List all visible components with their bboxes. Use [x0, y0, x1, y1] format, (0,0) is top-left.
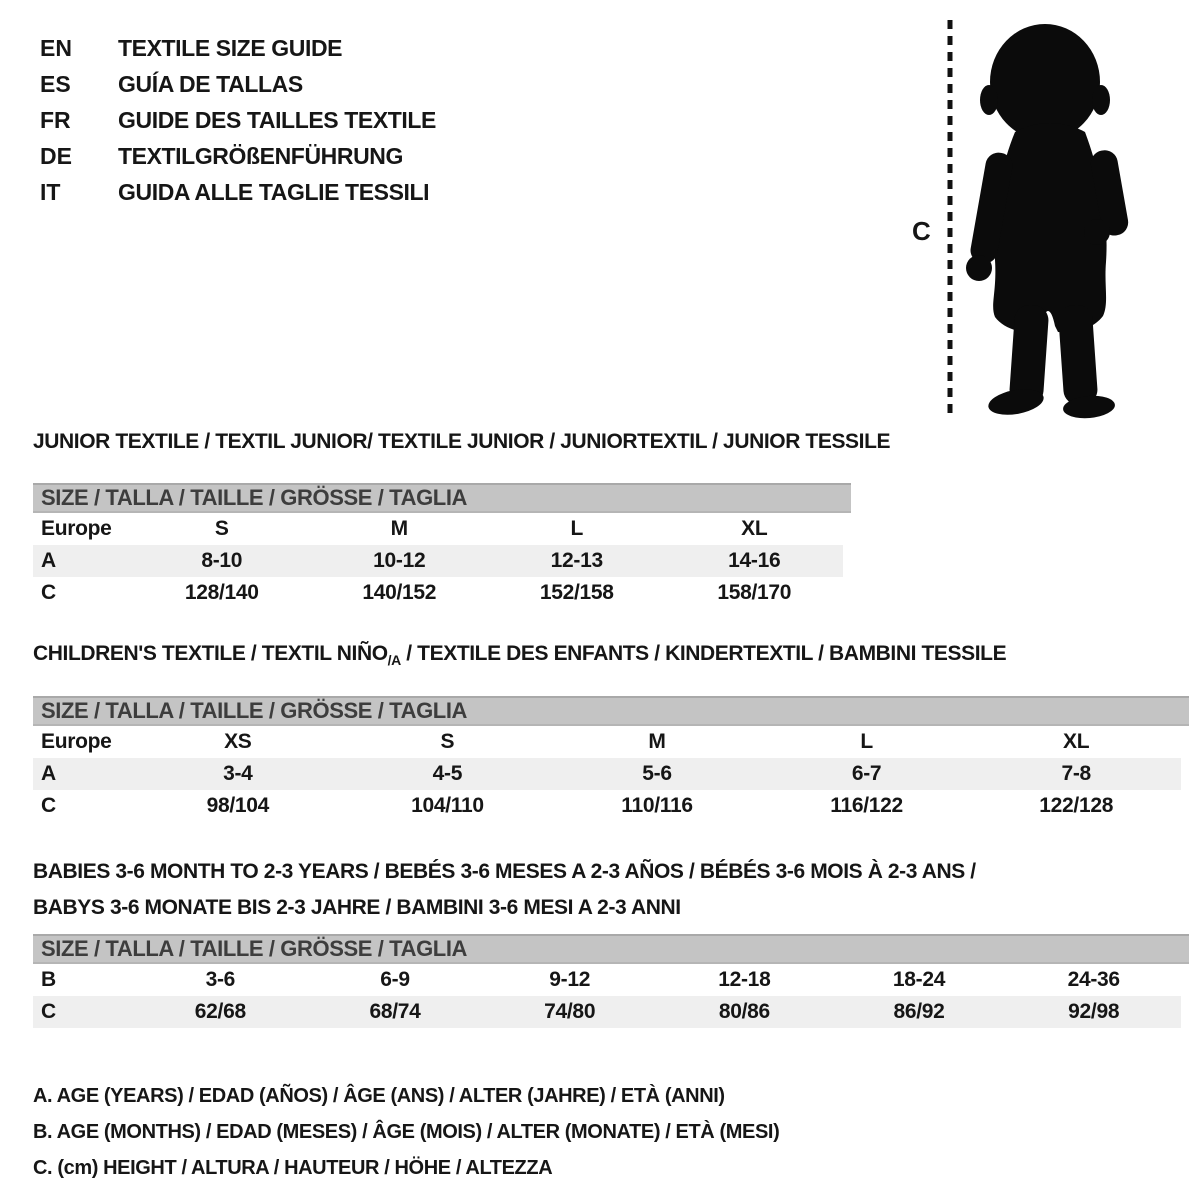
- table-cell: C: [41, 581, 56, 604]
- table-cell: L: [570, 517, 584, 540]
- table-cell: 92/98: [1068, 1000, 1120, 1023]
- junior-header-row: Europe S M L XL: [33, 513, 843, 545]
- language-title: GUIDE DES TAILLES TEXTILE: [118, 106, 436, 133]
- height-measure-label: C: [912, 216, 931, 246]
- table-cell: 10-12: [373, 549, 426, 572]
- children-row-a: A 3-4 4-5 5-6 6-7 7-8: [33, 758, 1181, 790]
- section-junior: JUNIOR TEXTILE / TEXTIL JUNIOR/ TEXTILE …: [33, 430, 1181, 609]
- language-code: DE: [40, 142, 72, 169]
- table-cell: 7-8: [1061, 762, 1091, 785]
- table-cell: 3-4: [223, 762, 253, 785]
- language-row-es: ES GUÍA DE TALLAS: [40, 66, 436, 102]
- table-cell: A: [41, 762, 56, 785]
- language-code: EN: [40, 34, 72, 61]
- language-code: ES: [40, 70, 71, 97]
- table-cell: 14-16: [728, 549, 781, 572]
- language-row-fr: FR GUIDE DES TAILLES TEXTILE: [40, 102, 436, 138]
- table-cell: Europe: [41, 517, 112, 540]
- children-heading-sub: /A: [387, 652, 402, 668]
- table-cell: 140/152: [362, 581, 437, 604]
- table-cell: XS: [224, 730, 252, 753]
- table-cell: 110/116: [621, 794, 693, 817]
- section-children: CHILDREN'S TEXTILE / TEXTIL NIÑO/A / TEX…: [33, 642, 1189, 822]
- children-row-c: C 98/104 104/110 110/116 116/122 122/128: [33, 790, 1181, 822]
- table-cell: S: [440, 730, 455, 753]
- table-cell: 6-7: [851, 762, 882, 785]
- table-cell: 5-6: [642, 762, 672, 785]
- table-cell: M: [390, 517, 409, 540]
- language-title: GUIDA ALLE TAGLIE TESSILI: [118, 178, 430, 205]
- language-title: TEXTILE SIZE GUIDE: [118, 34, 343, 61]
- junior-heading: JUNIOR TEXTILE / TEXTIL JUNIOR/ TEXTILE …: [33, 430, 891, 453]
- toddler-silhouette: [966, 24, 1129, 419]
- table-cell: 9-12: [549, 968, 591, 991]
- children-heading: CHILDREN'S TEXTILE / TEXTIL NIÑO/A / TEX…: [33, 642, 1181, 672]
- table-cell: L: [860, 730, 873, 753]
- table-cell: 12-13: [550, 549, 604, 572]
- babies-row-b: B 3-6 6-9 9-12 12-18 18-24 24-36: [33, 964, 1181, 996]
- table-cell: 128/140: [184, 581, 259, 604]
- babies-row-c: C 62/68 68/74 74/80 80/86 86/92 92/98: [33, 996, 1181, 1028]
- table-cell: 4-5: [432, 762, 463, 785]
- junior-row-a: A 8-10 10-12 12-13 14-16: [33, 545, 843, 577]
- legend-notes: A. AGE (YEARS) / EDAD (AÑOS) / ÂGE (ANS)…: [33, 1078, 1181, 1186]
- table-cell: 86/92: [893, 1000, 945, 1023]
- language-list: EN TEXTILE SIZE GUIDE ES GUÍA DE TALLAS …: [40, 30, 436, 210]
- children-heading-text: / TEXTILE DES ENFANTS / KINDERTEXTIL / B…: [400, 642, 1007, 665]
- table-cell: 122/128: [1039, 794, 1114, 817]
- babies-heading-line1: BABIES 3-6 MONTH TO 2-3 YEARS / BEBÉS 3-…: [33, 860, 976, 883]
- babies-heading-line2: BABYS 3-6 MONATE BIS 2-3 JAHRE / BAMBINI…: [33, 896, 681, 919]
- table-cell: XL: [741, 517, 768, 540]
- table-cell: 152/158: [539, 581, 614, 604]
- table-cell: A: [41, 549, 56, 572]
- language-title: GUÍA DE TALLAS: [118, 70, 303, 97]
- table-cell: 68/74: [369, 1000, 421, 1023]
- section-babies: BABIES 3-6 MONTH TO 2-3 YEARS / BEBÉS 3-…: [33, 854, 1189, 1028]
- language-row-en: EN TEXTILE SIZE GUIDE: [40, 30, 436, 66]
- table-cell: 12-18: [718, 968, 771, 991]
- junior-size-bar: SIZE / TALLA / TAILLE / GRÖSSE / TAGLIA: [33, 483, 851, 513]
- table-cell: M: [648, 730, 666, 753]
- table-cell: S: [214, 517, 229, 540]
- children-header-row: Europe XS S M L XL: [33, 726, 1181, 758]
- table-cell: 3-6: [205, 968, 236, 991]
- table-cell: Europe: [41, 730, 112, 753]
- table-cell: XL: [1063, 730, 1090, 753]
- table-cell: 104/110: [411, 794, 484, 817]
- language-row-it: IT GUIDA ALLE TAGLIE TESSILI: [40, 174, 436, 210]
- table-cell: 6-9: [380, 968, 410, 991]
- toddler-silhouette-figure: [947, 20, 1129, 419]
- table-cell: C: [41, 794, 56, 817]
- table-cell: 98/104: [206, 794, 270, 817]
- table-cell: 158/170: [717, 581, 792, 604]
- note-c: C. (cm) HEIGHT / ALTURA / HAUTEUR / HÖHE…: [33, 1157, 553, 1179]
- table-cell: 24-36: [1067, 968, 1121, 991]
- junior-row-c: C 128/140 140/152 152/158 158/170: [33, 577, 843, 609]
- children-heading-text: CHILDREN'S TEXTILE / TEXTIL NIÑO: [33, 642, 388, 665]
- table-cell: 116/122: [830, 794, 903, 817]
- language-title: TEXTILGRÖßENFÜHRUNG: [118, 142, 403, 169]
- language-row-de: DE TEXTILGRÖßENFÜHRUNG: [40, 138, 436, 174]
- note-b: B. AGE (MONTHS) / EDAD (MESES) / ÂGE (MO…: [33, 1121, 780, 1143]
- children-size-bar: SIZE / TALLA / TAILLE / GRÖSSE / TAGLIA: [33, 696, 1189, 726]
- note-a: A. AGE (YEARS) / EDAD (AÑOS) / ÂGE (ANS)…: [33, 1085, 725, 1107]
- language-code: FR: [40, 106, 71, 133]
- table-cell: 80/86: [718, 1000, 770, 1023]
- table-cell: 74/80: [544, 1000, 596, 1023]
- table-cell: B: [41, 968, 56, 991]
- table-cell: 62/68: [194, 1000, 246, 1023]
- table-cell: 8-10: [201, 549, 243, 572]
- table-cell: C: [41, 1000, 56, 1023]
- table-cell: 18-24: [892, 968, 946, 991]
- language-code: IT: [40, 178, 61, 205]
- babies-size-bar: SIZE / TALLA / TAILLE / GRÖSSE / TAGLIA: [33, 934, 1189, 964]
